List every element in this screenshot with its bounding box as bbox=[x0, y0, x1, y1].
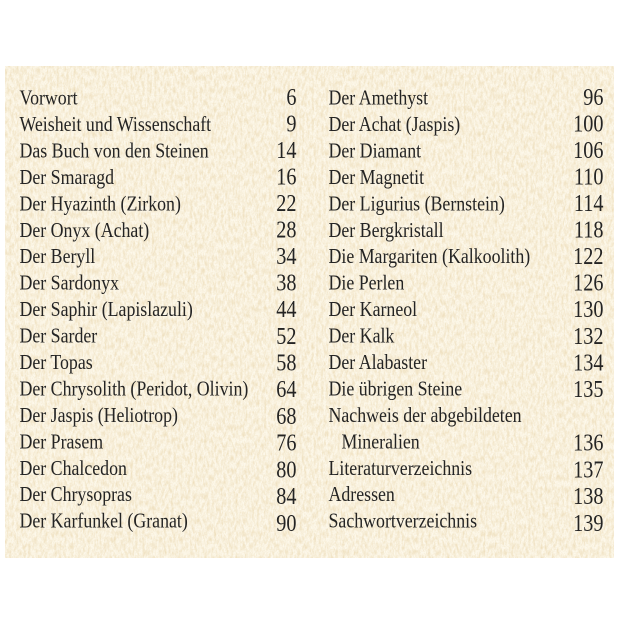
svg-text:Die Perlen: Die Perlen bbox=[328, 272, 404, 295]
svg-text:90: 90 bbox=[276, 509, 296, 536]
svg-text:Der Kalk: Der Kalk bbox=[328, 325, 394, 348]
svg-text:Der Hyazinth (Zirkon): Der Hyazinth (Zirkon) bbox=[19, 193, 180, 216]
svg-text:Literaturverzeichnis: Literaturverzeichnis bbox=[328, 458, 472, 481]
svg-text:Sachwortverzeichnis: Sachwortverzeichnis bbox=[328, 510, 477, 533]
svg-text:68: 68 bbox=[276, 402, 296, 429]
svg-text:139: 139 bbox=[573, 509, 603, 536]
svg-text:34: 34 bbox=[276, 242, 296, 269]
svg-text:100: 100 bbox=[573, 110, 603, 137]
svg-text:Der Onyx (Achat): Der Onyx (Achat) bbox=[19, 220, 149, 243]
svg-text:Der Chrysolith (Peridot, Olivi: Der Chrysolith (Peridot, Olivin) bbox=[19, 378, 248, 401]
svg-text:38: 38 bbox=[276, 269, 296, 296]
svg-text:Der Achat (Jaspis): Der Achat (Jaspis) bbox=[328, 114, 460, 137]
svg-text:Der Magnetit: Der Magnetit bbox=[328, 167, 424, 190]
svg-text:Der Sarder: Der Sarder bbox=[19, 325, 97, 348]
svg-text:135: 135 bbox=[573, 376, 603, 403]
svg-text:84: 84 bbox=[276, 483, 296, 510]
svg-text:126: 126 bbox=[573, 269, 603, 296]
svg-text:Der Saphir (Lapislazuli): Der Saphir (Lapislazuli) bbox=[19, 299, 192, 322]
svg-text:96: 96 bbox=[583, 83, 603, 110]
svg-text:9: 9 bbox=[286, 110, 296, 137]
svg-text:Mineralien: Mineralien bbox=[341, 431, 419, 454]
svg-text:Der Sardonyx: Der Sardonyx bbox=[19, 272, 119, 295]
svg-text:58: 58 bbox=[276, 349, 296, 376]
svg-text:22: 22 bbox=[276, 189, 296, 216]
svg-text:Der Jaspis (Heliotrop): Der Jaspis (Heliotrop) bbox=[19, 405, 177, 428]
svg-text:Vorwort: Vorwort bbox=[19, 87, 78, 110]
svg-text:Der Amethyst: Der Amethyst bbox=[328, 87, 428, 110]
svg-text:138: 138 bbox=[573, 483, 603, 510]
svg-text:14: 14 bbox=[276, 136, 296, 163]
svg-text:Weisheit und Wissenschaft: Weisheit und Wissenschaft bbox=[19, 114, 211, 137]
svg-text:64: 64 bbox=[276, 376, 296, 403]
svg-text:Das Buch von den Steinen: Das Buch von den Steinen bbox=[19, 140, 208, 163]
svg-text:122: 122 bbox=[573, 242, 603, 269]
svg-text:Die übrigen Steine: Die übrigen Steine bbox=[328, 378, 462, 401]
svg-text:Der Smaragd: Der Smaragd bbox=[19, 167, 114, 190]
svg-text:132: 132 bbox=[573, 322, 603, 349]
svg-text:Der Chalcedon: Der Chalcedon bbox=[19, 458, 127, 481]
svg-text:137: 137 bbox=[573, 456, 603, 483]
svg-text:114: 114 bbox=[574, 189, 604, 216]
svg-text:130: 130 bbox=[573, 296, 603, 323]
svg-text:80: 80 bbox=[276, 456, 296, 483]
svg-text:Die Margariten (Kalkoolith): Die Margariten (Kalkoolith) bbox=[328, 246, 530, 269]
svg-text:Der Prasem: Der Prasem bbox=[19, 431, 103, 454]
svg-text:118: 118 bbox=[574, 216, 604, 243]
svg-text:134: 134 bbox=[573, 349, 603, 376]
svg-text:52: 52 bbox=[276, 322, 296, 349]
svg-text:Der Ligurius (Bernstein): Der Ligurius (Bernstein) bbox=[328, 193, 504, 216]
svg-text:110: 110 bbox=[574, 163, 604, 190]
svg-text:6: 6 bbox=[286, 83, 296, 110]
svg-text:76: 76 bbox=[276, 429, 296, 456]
svg-text:Nachweis der abgebildeten: Nachweis der abgebildeten bbox=[328, 405, 521, 428]
svg-text:Der Chrysopras: Der Chrysopras bbox=[19, 484, 131, 507]
svg-text:Der Beryll: Der Beryll bbox=[19, 246, 95, 269]
svg-text:Der Bergkristall: Der Bergkristall bbox=[328, 220, 444, 243]
svg-text:16: 16 bbox=[276, 163, 296, 190]
svg-text:Der Topas: Der Topas bbox=[19, 352, 92, 375]
svg-text:28: 28 bbox=[276, 216, 296, 243]
svg-text:44: 44 bbox=[276, 296, 296, 323]
svg-text:136: 136 bbox=[573, 429, 603, 456]
svg-text:Der Diamant: Der Diamant bbox=[328, 140, 421, 163]
svg-text:Der Karfunkel (Granat): Der Karfunkel (Granat) bbox=[19, 510, 187, 533]
svg-text:Der Alabaster: Der Alabaster bbox=[328, 352, 427, 375]
svg-text:106: 106 bbox=[573, 136, 603, 163]
svg-text:Adressen: Adressen bbox=[328, 484, 395, 507]
svg-text:Der Karneol: Der Karneol bbox=[328, 299, 417, 322]
